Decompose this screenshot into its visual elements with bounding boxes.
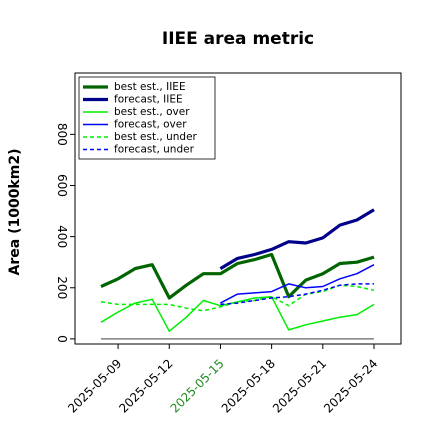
x-tick-label: 2025-05-09 — [65, 356, 124, 415]
series-line-3 — [220, 264, 375, 304]
x-tick-label: 2025-05-15 — [168, 356, 227, 415]
y-axis: 0 200 400 600 800 — [55, 123, 75, 343]
y-tick-label: 600 — [55, 174, 69, 197]
y-axis-label: Area (1000km2) — [7, 149, 23, 276]
series-line-0 — [100, 252, 375, 300]
x-axis: 2025-05-092025-05-122025-05-152025-05-18… — [65, 344, 380, 416]
series-line-1 — [219, 208, 375, 270]
y-tick-label: 400 — [55, 225, 69, 248]
y-tick-label: 0 — [55, 335, 69, 343]
legend-label: forecast, over — [114, 119, 187, 131]
x-tick-label: 2025-05-12 — [116, 356, 175, 415]
legend-label: best est., under — [114, 131, 198, 143]
plot-frame — [74, 72, 402, 345]
legend-box — [78, 76, 216, 160]
legend-label: forecast, IIEE — [114, 94, 183, 106]
chart-title: IIEE area metric — [162, 29, 314, 49]
y-tick-label: 800 — [55, 123, 69, 146]
legend-label: forecast, under — [114, 144, 195, 156]
x-tick-label: 2025-05-21 — [270, 356, 329, 415]
legend-label: best est., over — [114, 106, 190, 118]
series-line-5 — [220, 283, 374, 306]
plot-lines — [100, 208, 375, 340]
series-line-4 — [100, 284, 375, 312]
series-line-2 — [100, 295, 375, 332]
x-tick-label: 2025-05-24 — [321, 356, 380, 415]
x-tick-label: 2025-05-18 — [219, 356, 278, 415]
y-tick-label: 200 — [55, 276, 69, 299]
legend-label: best est., IIEE — [114, 81, 186, 93]
